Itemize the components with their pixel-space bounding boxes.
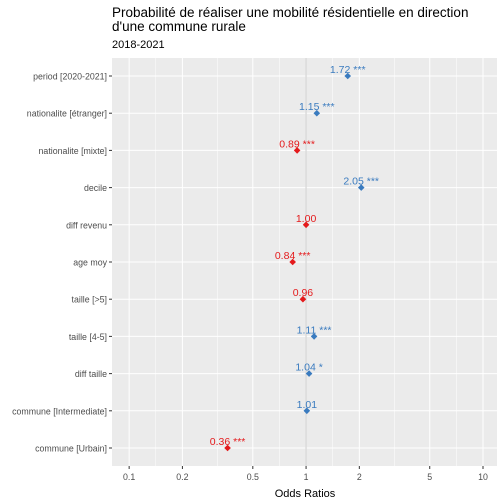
- chart-subtitle: 2018-2021: [112, 39, 165, 51]
- x-tick-label: 5: [427, 472, 432, 482]
- data-point: [357, 184, 365, 191]
- data-label: 1.04 *: [295, 362, 322, 374]
- x-tick-label: 2: [357, 472, 362, 482]
- data-point: [310, 333, 318, 340]
- y-tick-label: nationalite [étranger]: [27, 109, 107, 119]
- y-tick-label: diff taille: [75, 369, 107, 379]
- data-point: [293, 147, 301, 154]
- y-axis: period [2020-2021] nationalite [étranger]…: [12, 72, 112, 454]
- data-label: 0.84 ***: [275, 250, 311, 262]
- x-axis: 0.1 0.2 0.5 1 2 5 10: [123, 466, 488, 482]
- data-label: 1.11 ***: [297, 324, 332, 336]
- data-point: [299, 295, 307, 303]
- y-tick-label: taille [>5]: [72, 295, 107, 305]
- data-label: 2.05 ***: [343, 176, 379, 188]
- x-tick-label: 1: [304, 472, 309, 482]
- chart-title: Probabilité de réaliser une mobilité rés…: [112, 5, 469, 34]
- y-tick-label: age moy: [73, 258, 107, 268]
- data-point: [289, 258, 296, 266]
- data-point: [224, 444, 231, 452]
- y-tick-label: commune [Urbain]: [35, 444, 107, 454]
- data-point: [305, 370, 313, 377]
- y-tick-label: nationalite [mixte]: [39, 146, 107, 156]
- y-tick-label: decile: [84, 183, 107, 193]
- data-point: [313, 109, 321, 117]
- data-label: 0.96: [293, 287, 314, 299]
- x-tick-label: 0.5: [247, 472, 259, 482]
- data-label: 1.00: [296, 213, 317, 225]
- x-tick-label: 0.2: [176, 472, 188, 482]
- data-point: [302, 221, 310, 229]
- y-tick-label: commune [Intermediate]: [12, 406, 107, 416]
- y-tick-label: period [2020-2021]: [33, 72, 107, 82]
- data-label: 0.89 ***: [279, 138, 315, 150]
- data-label: 1.15 ***: [299, 101, 335, 113]
- data-label: 0.36 ***: [210, 436, 246, 448]
- data-points: 1.72 *** 1.15 *** 0.89 *** 2.05 *** 1.00 0.84…: [210, 64, 379, 452]
- x-tick-label: 10: [478, 472, 488, 482]
- data-label: 1.72 ***: [330, 64, 366, 76]
- data-point: [303, 407, 311, 415]
- y-tick-label: taille [4-5]: [69, 332, 107, 342]
- data-point: [344, 72, 352, 80]
- x-tick-label: 0.1: [123, 472, 135, 482]
- major-gridlines: [112, 58, 497, 466]
- x-axis-title: Odds Ratios: [275, 488, 336, 500]
- data-label: 1.01: [297, 399, 318, 411]
- y-tick-label: diff revenu: [66, 220, 107, 230]
